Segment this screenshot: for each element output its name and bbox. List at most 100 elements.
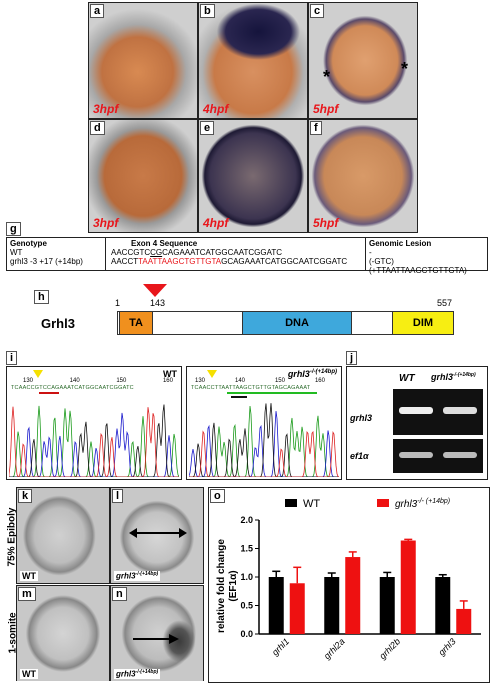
chromatogram-wt: WT 130 140 150 160 TCAACCGTCCAGAAATCATGGCAA… bbox=[6, 366, 182, 480]
chromatogram-wt-sequence: TCAACCGTCCAGAAATCATGGCAATCGGATC bbox=[11, 385, 134, 391]
panel-e-image: e 4hpf bbox=[198, 119, 308, 233]
legend-wt-label: WT bbox=[303, 498, 320, 510]
exon-header: Exon 4 Sequence bbox=[131, 239, 198, 248]
gel-image-bottom bbox=[393, 439, 483, 473]
panel-j-label: j bbox=[346, 351, 358, 365]
legend-mut-label: grhl3-/- (+14bp) bbox=[395, 498, 450, 510]
chromatogram-mutant-insert-bar bbox=[227, 392, 317, 398]
panel-f-label: f bbox=[310, 121, 322, 135]
chromatogram-wt-title: WT bbox=[163, 369, 177, 379]
panel-k-image: k WT bbox=[16, 487, 110, 584]
chromatogram-mutant-sequence: TCAACCTTAATTAAGCTGTTGTAGCAGAAAT bbox=[191, 385, 311, 391]
trace-t bbox=[9, 406, 179, 477]
panel-l-image: l grhl3-/-(+14bp) bbox=[110, 487, 204, 584]
panel-b-label: b bbox=[200, 4, 215, 18]
panel-f-stage: 5hpf bbox=[313, 216, 339, 230]
bar bbox=[324, 577, 340, 634]
gel-band-mut-ef1a bbox=[443, 452, 477, 458]
asterisk-right: * bbox=[401, 59, 409, 79]
panel-i-label: i bbox=[6, 351, 18, 365]
lesion-mutant: (-GTC)(+TTAATTAAGCTGTTGTA) bbox=[369, 257, 467, 275]
genotype-table: Genotype WT grhl3 -3 +17 (+14bp) Exon 4 … bbox=[6, 237, 488, 275]
domain-dim: DIM bbox=[392, 311, 454, 335]
chromatogram-wt-traces bbox=[9, 404, 179, 477]
double-arrow-icon bbox=[129, 528, 187, 538]
panel-b-image: b 4hpf bbox=[198, 2, 308, 119]
panel-o-label: o bbox=[210, 489, 225, 503]
bar bbox=[345, 557, 361, 634]
y-tick-label: 1.5 bbox=[240, 544, 253, 554]
brightfield-block: 75% Epiboly 1-somite k WT l grhl3-/-(+14… bbox=[2, 487, 204, 681]
asterisk-left: * bbox=[323, 67, 331, 87]
gel-row-grhl3: grhl3 bbox=[350, 413, 373, 423]
panel-a-image: a 3hpf bbox=[88, 2, 198, 119]
wt-sequence: AACCGTCCGCAGAAATCATGGCAATCGGATC bbox=[111, 248, 282, 257]
y-tick-label: 0.0 bbox=[240, 629, 253, 639]
y-tick-label: 0.5 bbox=[240, 601, 253, 611]
gel-band-wt-grhl3 bbox=[399, 407, 433, 414]
gel-image-top bbox=[393, 389, 483, 435]
genotype-header: Genotype bbox=[10, 239, 47, 248]
chromatogram-mutant-ticks: 130 140 150 160 bbox=[195, 378, 325, 384]
bar bbox=[268, 577, 284, 634]
gel-panel: WT grhl3-/-(+14bp) grhl3 ef1α bbox=[346, 366, 488, 480]
right-arrow-icon bbox=[133, 634, 179, 644]
panel-e-stage: 4hpf bbox=[203, 216, 229, 230]
panel-h-label: h bbox=[34, 290, 49, 304]
domain-ta: TA bbox=[119, 311, 153, 335]
panel-n-image: n grhl3-/-(+14bp) bbox=[110, 585, 204, 681]
gel-band-mut-grhl3 bbox=[443, 407, 477, 414]
mutant-sequence: AACCTTAATTAAGCTGTTGTAGCAGAAATCATGGCAATCG… bbox=[111, 257, 348, 266]
residue-site: 143 bbox=[150, 298, 166, 308]
trace-t bbox=[189, 430, 339, 477]
chromatogram-wt-ticks: 130 140 150 160 bbox=[23, 378, 173, 384]
panel-d-image: d 3hpf bbox=[88, 119, 198, 233]
residue-start: 1 bbox=[115, 298, 121, 308]
panel-k-label: k bbox=[18, 489, 33, 503]
mutation-arrow bbox=[143, 284, 167, 297]
bar bbox=[400, 540, 416, 634]
panel-m-label: m bbox=[18, 587, 36, 601]
gel-row-ef1a: ef1α bbox=[350, 451, 369, 461]
y-axis-label: relative fold change bbox=[216, 539, 227, 633]
genotype-wt: WT bbox=[10, 248, 23, 257]
panel-c-image: c * * 5hpf bbox=[308, 2, 418, 119]
panel-f-image: f 5hpf bbox=[308, 119, 418, 233]
panel-g-label: g bbox=[6, 222, 21, 236]
panel-l-label: l bbox=[112, 489, 124, 503]
panel-b-stage: 4hpf bbox=[203, 102, 229, 116]
chart-panel: o WT grhl3-/- (+14bp) relative fold chan… bbox=[208, 487, 490, 683]
panel-n-genotype: grhl3-/-(+14bp) bbox=[114, 669, 161, 679]
legend-mut-swatch bbox=[377, 499, 389, 507]
panel-a-stage: 3hpf bbox=[93, 102, 119, 116]
legend-wt-swatch bbox=[285, 499, 297, 507]
panel-l-genotype: grhl3-/-(+14bp) bbox=[114, 571, 161, 581]
x-tick-label: grhl1 bbox=[270, 636, 291, 657]
bar bbox=[456, 608, 472, 634]
gel-col-wt: WT bbox=[399, 373, 415, 384]
x-tick-label: grhl2b bbox=[377, 636, 402, 661]
bar bbox=[289, 583, 305, 634]
x-tick-label: grhl2a bbox=[322, 636, 347, 661]
panel-a-label: a bbox=[90, 4, 105, 18]
panel-d-stage: 3hpf bbox=[93, 216, 119, 230]
y-tick-label: 1.0 bbox=[240, 572, 253, 582]
chromatogram-mutant-traces bbox=[189, 403, 339, 477]
panel-n-label: n bbox=[112, 587, 127, 601]
gel-col-mutant: grhl3-/-(+14bp) bbox=[431, 372, 476, 382]
chromatogram-wt-marker bbox=[33, 370, 43, 378]
panel-m-image: m WT bbox=[16, 585, 110, 681]
panel-k-genotype: WT bbox=[20, 571, 38, 581]
lesion-header: Genomic Lesion bbox=[369, 239, 432, 248]
bar bbox=[435, 577, 451, 634]
trace-g bbox=[189, 403, 339, 477]
chromatogram-mutant-marker bbox=[207, 370, 217, 378]
panel-d-label: d bbox=[90, 121, 105, 135]
y-axis-label-unit: (EF1α) bbox=[228, 570, 239, 601]
chromatogram-mutant-title: grhl3-/-(+14bp) bbox=[287, 369, 337, 379]
protein-name: Grhl3 bbox=[41, 316, 75, 331]
chromatogram-wt-underline bbox=[39, 392, 59, 394]
panel-m-genotype: WT bbox=[20, 669, 38, 679]
panel-e-label: e bbox=[200, 121, 215, 135]
bar-chart: WT grhl3-/- (+14bp) relative fold change… bbox=[216, 498, 481, 661]
